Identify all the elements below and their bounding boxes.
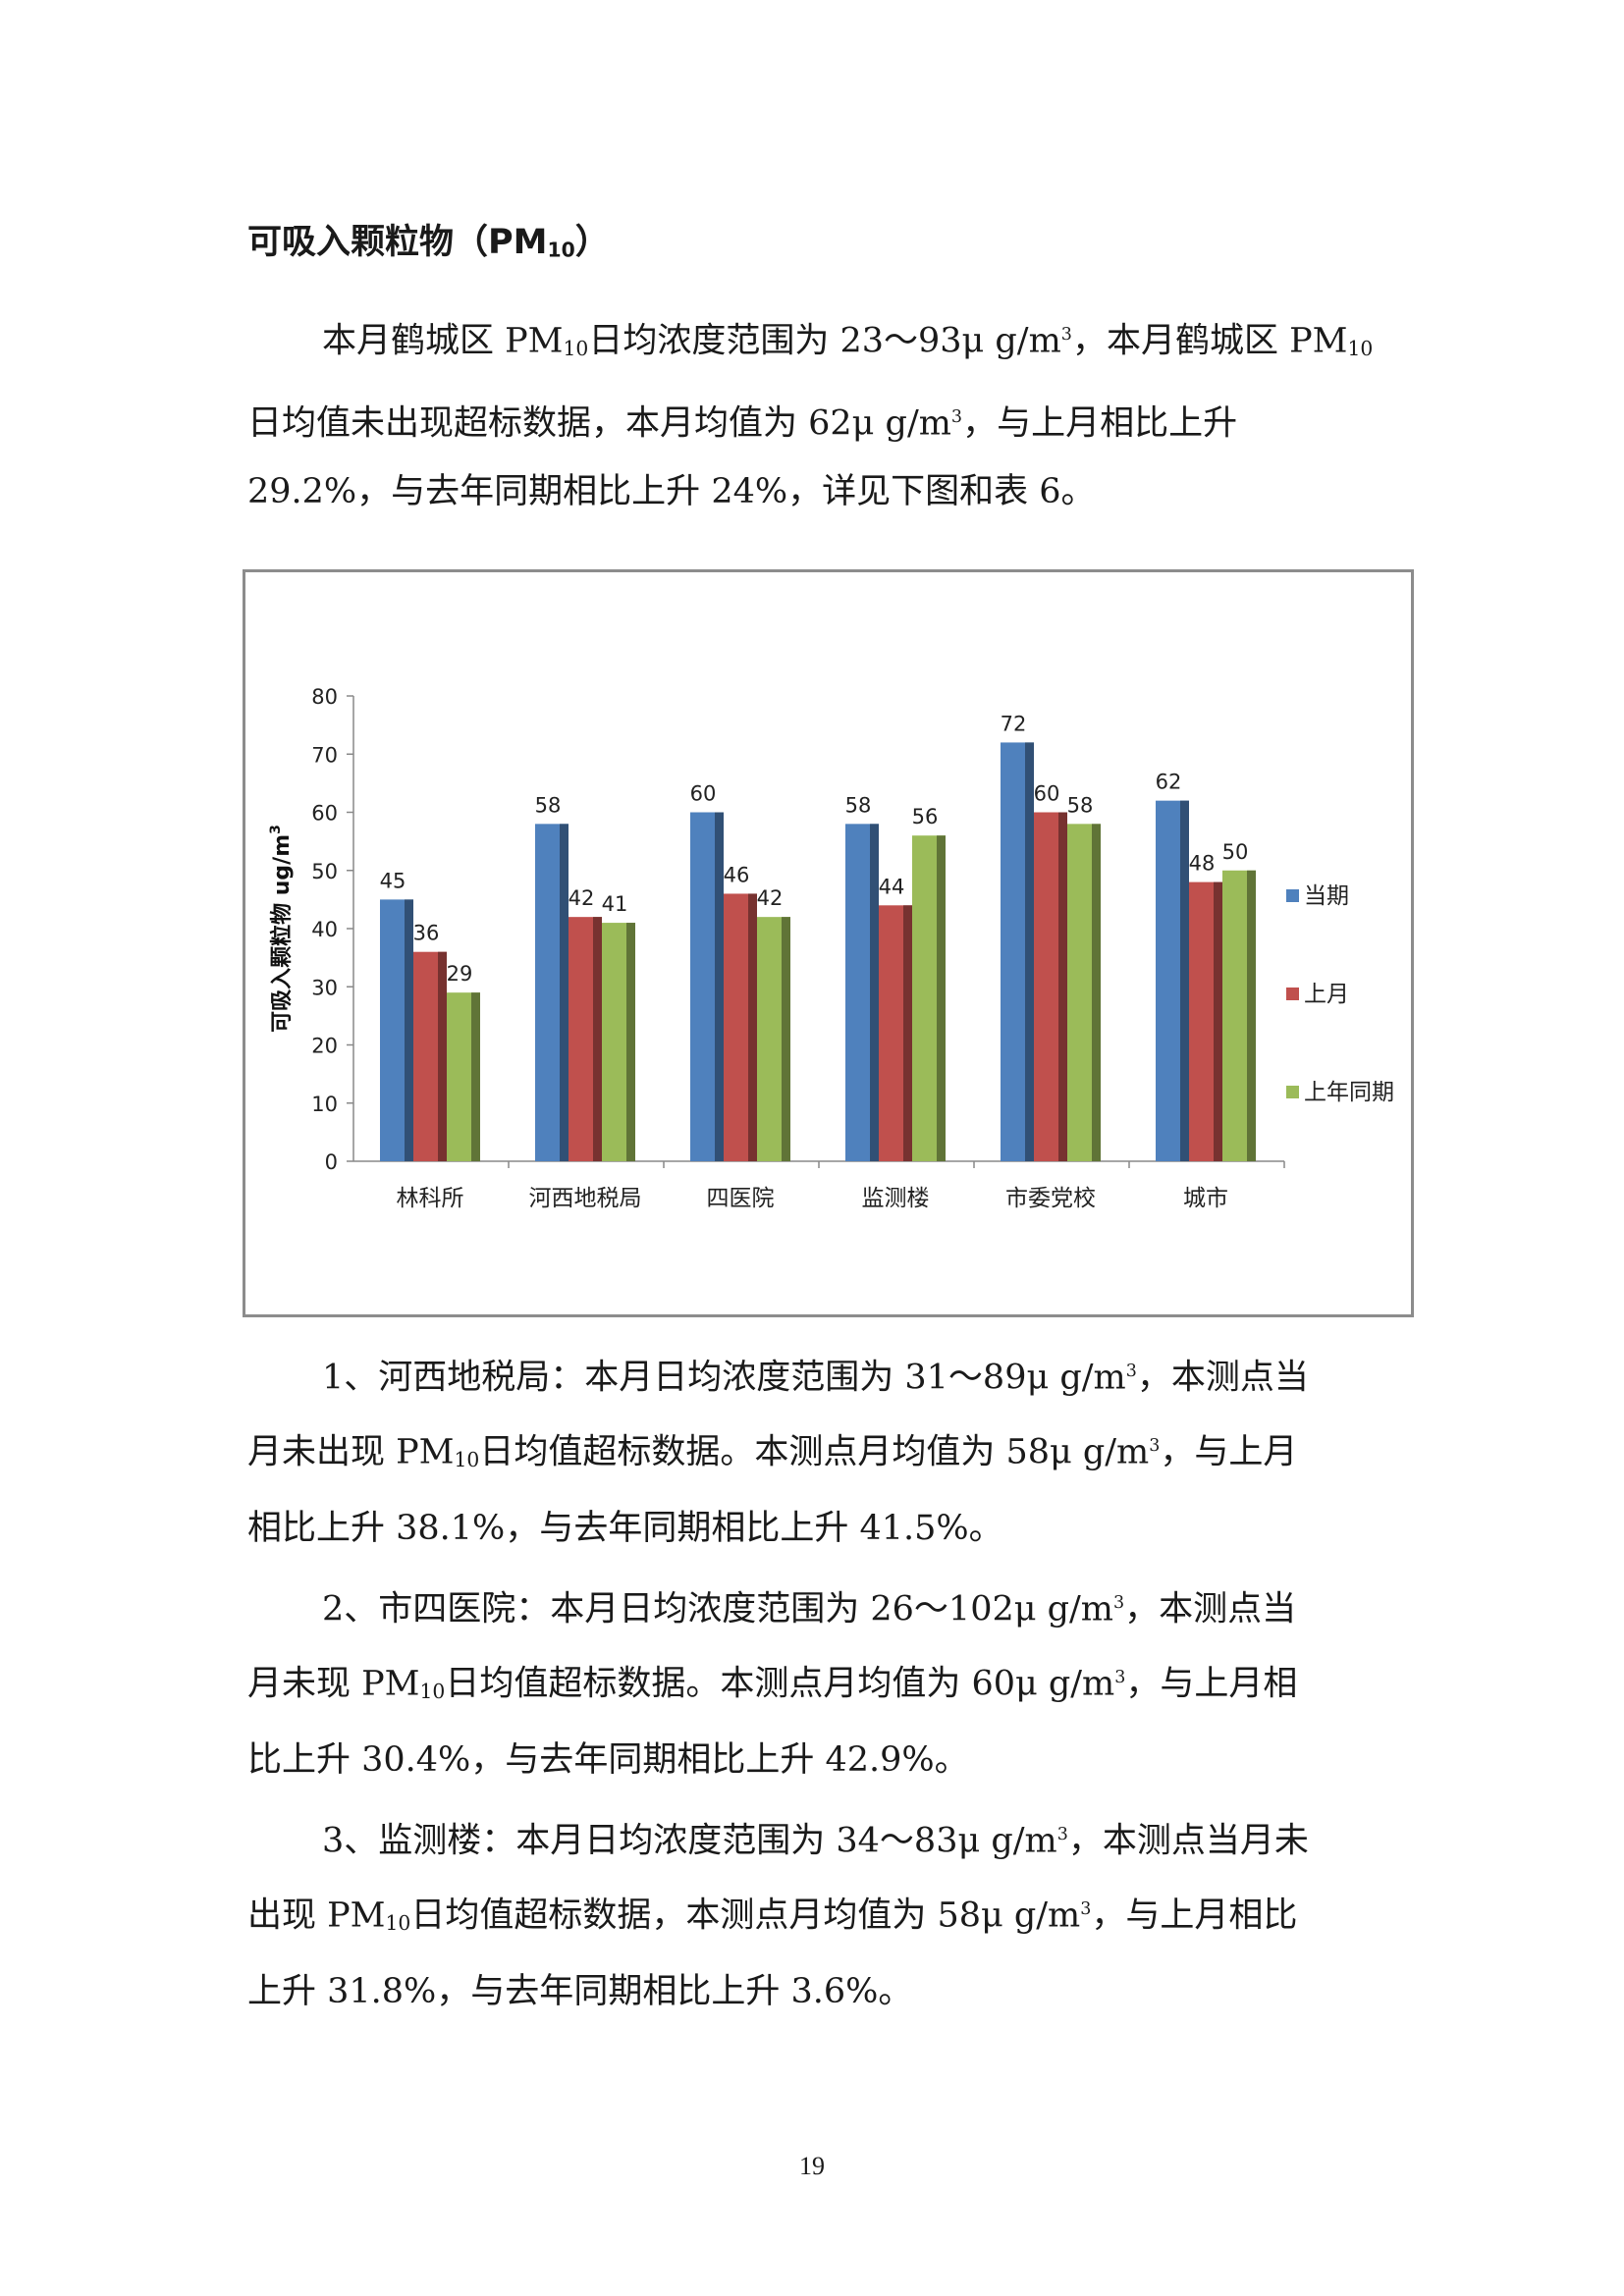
data-label: 29 [447,962,473,986]
legend-label: 当期 [1304,883,1349,909]
item-paragraph-hospital: 2、市四医院：本月日均浓度范围为 26～102μ g/m3，本测点当月未现 PM… [247,1569,1384,1794]
data-label: 45 [380,869,406,892]
data-label: 36 [413,922,440,945]
bar-side [560,824,568,1161]
bar-side [626,923,635,1161]
data-label: 41 [602,892,628,916]
y-axis-title-superscript: 3 [268,825,284,834]
y-tick-label: 60 [311,802,338,826]
bar-side [405,899,413,1161]
intro-paragraph: 本月鹤城区 PM10日均浓度范围为 23～93μ g/m3，本月鹤城区 PM10… [247,300,1384,526]
bar-side [903,905,912,1161]
superscript: 3 [1114,1668,1126,1688]
data-label: 48 [1189,852,1216,876]
y-tick-label: 80 [311,685,338,709]
y-tick-label: 40 [311,918,338,941]
bar-side [715,812,724,1161]
paragraph-line: 出现 PM10日均值超标数据，本测点月均值为 58μ g/m3，与上月相比 [247,1896,1298,1936]
superscript: 3 [1056,1825,1068,1844]
paragraph-line: 月未现 PM10日均值超标数据。本测点月均值为 60μ g/m3，与上月相 [247,1664,1298,1704]
data-label: 56 [912,805,939,828]
subscript: 10 [563,336,589,360]
paragraph-line: 29.2%，与去年同期相比上升 24%，详见下图和表 6。 [247,472,1096,512]
page-number: 19 [799,2152,825,2180]
paragraph-line: 本月鹤城区 PM10日均浓度范围为 23～93μ g/m3，本月鹤城区 PM10 [322,321,1374,361]
bar-side [438,951,447,1161]
superscript: 3 [1080,1899,1092,1920]
subscript: 10 [454,1448,480,1472]
section-heading: 可吸入颗粒物（PM10） [247,223,610,262]
superscript: 3 [1125,1362,1137,1381]
subscript: 10 [385,1911,411,1936]
y-tick-label: 70 [311,743,338,767]
pm10-bar-chart: 0 10 20 30 40 50 60 70 80 可吸入颗粒物 ug/m3 45 36 29 林科所 58… [243,569,1414,1317]
item-paragraph-monitoring: 3、监测楼：本月日均浓度范围为 34～83μ g/m3，本测点当月未出现 PM1… [247,1800,1384,2026]
data-label: 62 [1156,771,1182,794]
x-tick-label: 监测楼 [862,1186,930,1211]
paragraph-line: 日均值未出现超标数据，本月均值为 62μ g/m3，与上月相比上升 [247,403,1238,444]
bar-side [471,992,480,1161]
bar-side [593,917,602,1161]
legend-swatch [1286,889,1299,902]
paragraph-line: 月未出现 PM10日均值超标数据。本测点月均值为 58μ g/m3，与上月 [247,1432,1298,1472]
y-tick-label: 10 [311,1093,338,1116]
x-tick-label: 市委党校 [1005,1186,1096,1211]
data-label: 50 [1222,840,1249,864]
paragraph-line: 比上升 30.4%，与去年同期相比上升 42.9%。 [247,1740,969,1781]
data-label: 72 [1001,712,1027,735]
legend-swatch [1286,1086,1299,1098]
y-tick-label: 20 [311,1035,338,1058]
superscript: 3 [1060,325,1072,345]
data-label: 42 [568,886,595,910]
paragraph-line: 1、河西地税局：本月日均浓度范围为 31～89μ g/m3，本测点当 [322,1358,1309,1398]
paragraph-line: 3、监测楼：本月日均浓度范围为 34～83μ g/m3，本测点当月未 [322,1821,1309,1861]
paragraph-line: 相比上升 38.1%，与去年同期相比上升 41.5%。 [247,1509,1003,1549]
bar-side [1092,824,1101,1161]
data-label: 60 [1034,782,1060,806]
paragraph-line: 上升 31.8%，与去年同期相比上升 3.6%。 [247,1972,913,2012]
x-tick-label: 林科所 [397,1186,464,1211]
bar-side [870,824,879,1161]
data-label: 60 [690,782,717,806]
data-label: 58 [845,793,872,817]
bar-side [1180,800,1189,1161]
subscript: 10 [1347,336,1374,360]
paragraph-line: 2、市四医院：本月日均浓度范围为 26～102μ g/m3，本测点当 [322,1589,1297,1629]
data-label: 42 [757,886,784,910]
bar-side [937,835,946,1161]
superscript: 3 [1113,1593,1125,1613]
subscript: 10 [419,1680,446,1704]
y-tick-label: 30 [311,976,338,999]
data-label: 58 [1067,793,1094,817]
data-label: 44 [879,875,905,898]
legend-label: 上月 [1304,982,1349,1007]
item-paragraph-hexi: 1、河西地税局：本月日均浓度范围为 31～89μ g/m3，本测点当月未出现 P… [247,1337,1384,1563]
bar-side [1025,742,1034,1161]
x-tick-label: 城市 [1183,1186,1228,1211]
superscript: 3 [1149,1436,1161,1457]
legend-label: 上年同期 [1304,1080,1394,1105]
y-tick-label: 0 [325,1150,338,1174]
bar-side [1247,870,1256,1161]
y-axis-title: 可吸入颗粒物 ug/m3 [268,825,295,1033]
y-tick-label: 50 [311,860,338,883]
x-tick-label: 河西地税局 [529,1186,642,1211]
bar-side [1214,881,1222,1161]
legend-swatch [1286,988,1299,1000]
data-label: 58 [535,793,562,817]
bar-side [748,893,757,1161]
x-tick-label: 四医院 [707,1186,775,1211]
bar-side [1058,812,1067,1161]
bar-side [782,917,790,1161]
superscript: 3 [950,406,963,427]
data-label: 46 [724,863,750,886]
